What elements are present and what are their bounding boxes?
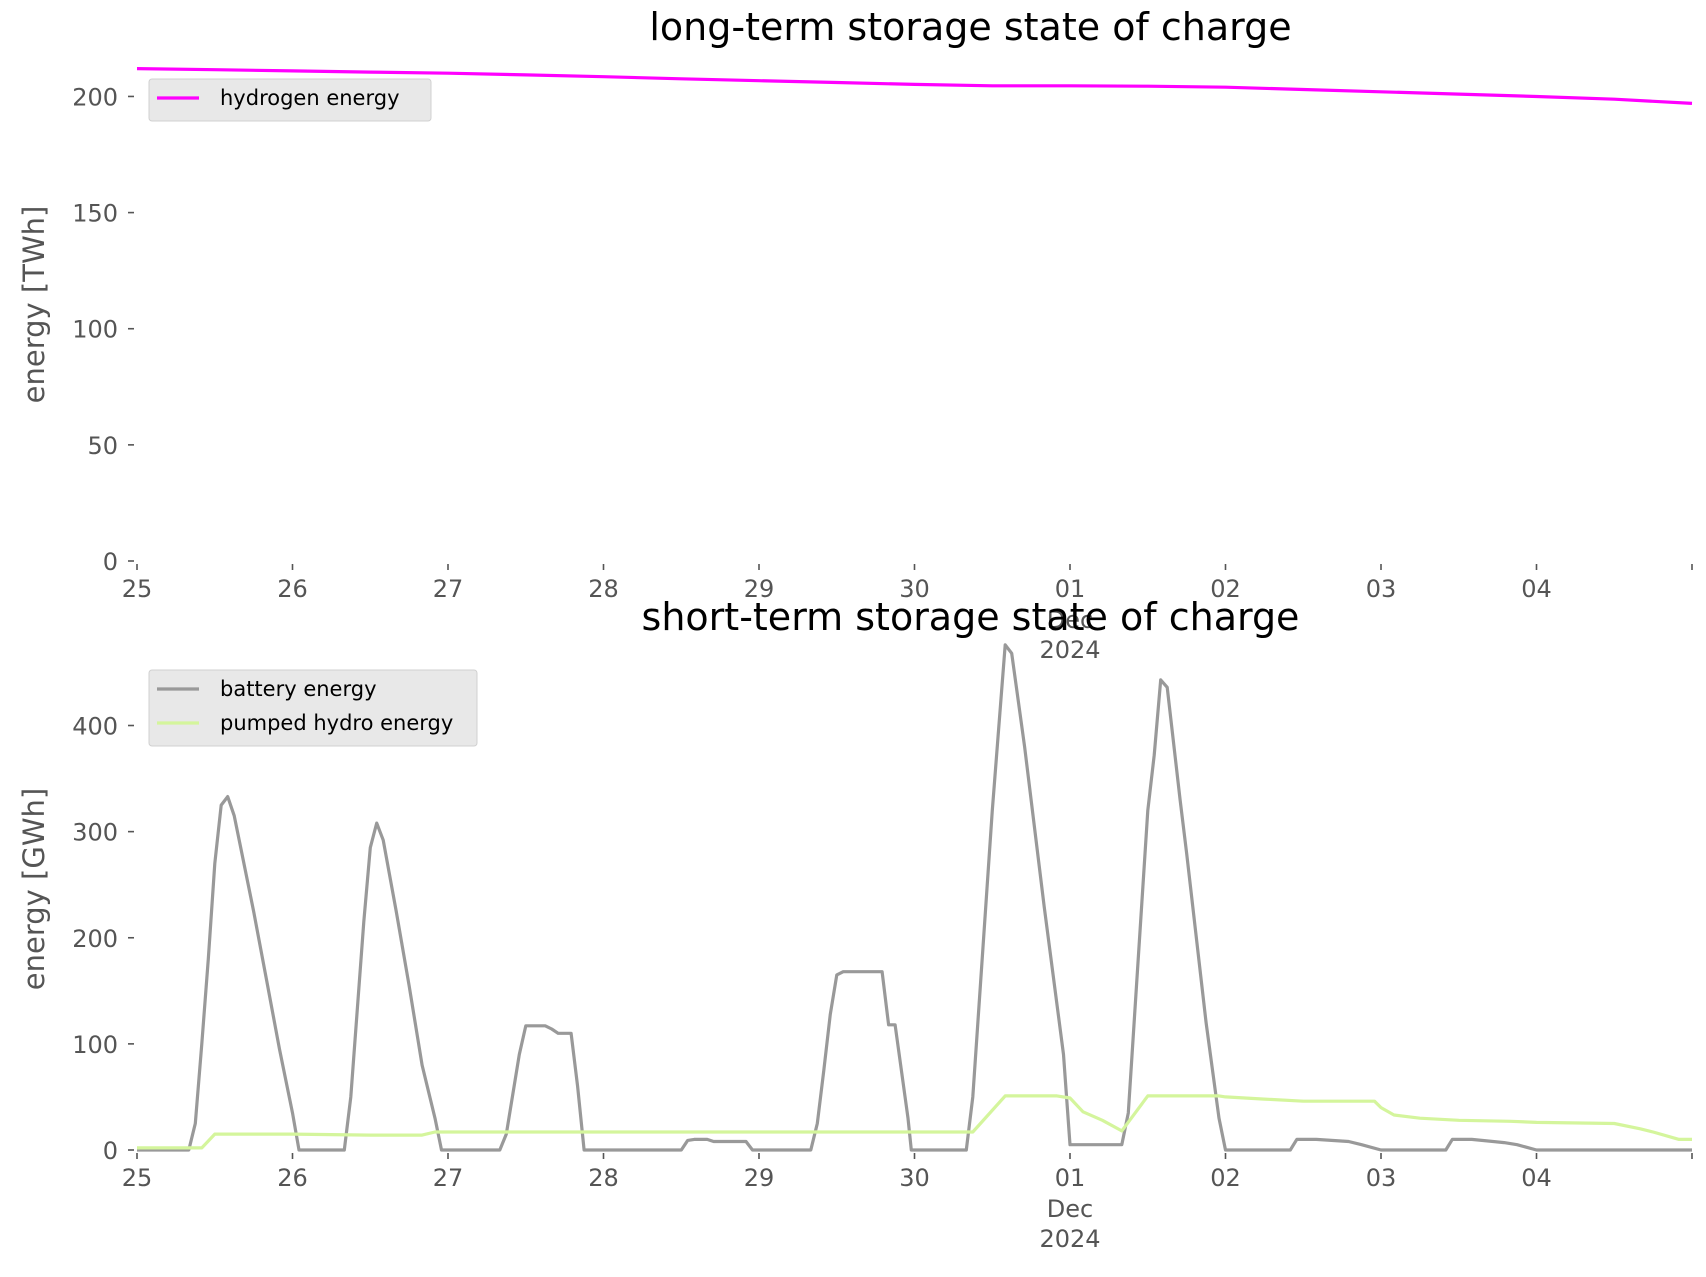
y-axis-label: energy [GWh]	[17, 788, 51, 990]
x-tick-label: 01	[1055, 1164, 1086, 1192]
x-tick-label: 30	[899, 1164, 930, 1192]
y-tick-label: 200	[72, 925, 118, 953]
y-axis-label: energy [TWh]	[17, 206, 51, 404]
series-line-battery-energy	[137, 643, 1692, 1152]
y-tick-label: 300	[72, 819, 118, 847]
x-tick-label: 01	[1055, 575, 1086, 603]
x-tick-label: 27	[433, 1164, 464, 1192]
chart-panel-1: long-term storage state of charge energy …	[17, 5, 1693, 664]
x-tick-label: 28	[588, 1164, 619, 1192]
y-tick-label: 400	[72, 713, 118, 741]
x-tick-label: 26	[277, 1164, 308, 1192]
chart-panel-2: short-term storage state of charge energy…	[17, 595, 1693, 1253]
x-month-label: Dec	[1047, 1195, 1093, 1223]
chart-title: short-term storage state of charge	[642, 595, 1300, 639]
legend-box	[148, 669, 478, 747]
x-tick-label: 27	[433, 575, 464, 603]
x-tick-label: 02	[1210, 575, 1241, 603]
y-tick-label: 150	[72, 200, 118, 228]
legend-label: hydrogen energy	[220, 86, 400, 110]
y-tick-label: 200	[72, 83, 118, 111]
y-tick-label: 100	[72, 316, 118, 344]
chart-title: long-term storage state of charge	[649, 5, 1291, 49]
y-tick-label: 50	[87, 432, 118, 460]
x-tick-label: 04	[1521, 1164, 1552, 1192]
legend-label: battery energy	[220, 677, 377, 701]
x-tick-label: 02	[1210, 1164, 1241, 1192]
x-tick-label: 28	[588, 575, 619, 603]
x-tick-label: 25	[122, 1164, 153, 1192]
series-line-pumped-hydro-energy	[137, 1094, 1692, 1150]
legend-box	[148, 78, 432, 122]
x-year-label: 2024	[1039, 1225, 1100, 1253]
x-tick-label: 25	[122, 575, 153, 603]
x-tick-label: 29	[744, 575, 775, 603]
x-tick-label: 03	[1366, 575, 1397, 603]
x-tick-label: 26	[277, 575, 308, 603]
x-month-label: Dec	[1047, 606, 1093, 634]
y-tick-label: 0	[103, 1137, 118, 1165]
legend-label: pumped hydro energy	[220, 711, 453, 735]
y-tick-label: 0	[103, 548, 118, 576]
x-tick-label: 30	[899, 575, 930, 603]
x-year-label: 2024	[1039, 636, 1100, 664]
x-tick-label: 04	[1521, 575, 1552, 603]
x-tick-label: 29	[744, 1164, 775, 1192]
x-tick-label: 03	[1366, 1164, 1397, 1192]
series-line-hydrogen-energy	[136, 67, 1693, 105]
y-tick-label: 100	[72, 1031, 118, 1059]
